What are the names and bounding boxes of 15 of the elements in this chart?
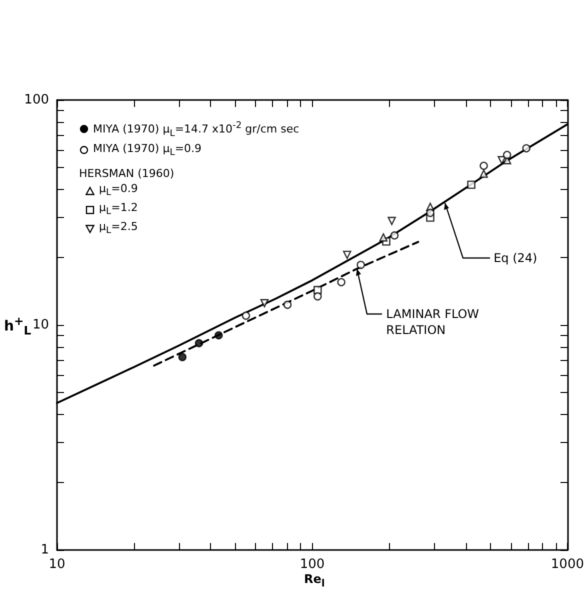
legend-label: μ$_{L}$=1.2 [99,200,138,220]
legend-label: μ$_{L}$=2.5 [99,219,138,239]
legend-label: MIYA (1970) μ$_{L}$=0.9 [93,140,202,160]
legend-label: MIYA (1970) μ$_{L}$=14.7 x10$^{-2}$ gr/cm sec [93,119,300,141]
x-tick-label: 10 [48,557,66,572]
x-tick-label: 100 [300,557,325,572]
legend-title: HERSMAN (1960) [79,166,176,182]
x-tick-label: 1000 [550,557,584,572]
y-tick-label: 1 [40,542,49,558]
annotation: Eq (24) [494,250,538,266]
annotation: LAMINAR FLOW RELATION [386,306,480,338]
legend-label: μ$_{L}$=0.9 [99,181,138,200]
y-tick-label: 100 [24,92,49,108]
y-tick-label: 10 [32,318,49,332]
x-axis-title: Re$_{l}$ [304,572,325,590]
